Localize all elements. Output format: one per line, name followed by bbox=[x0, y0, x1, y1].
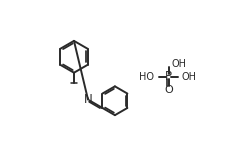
Text: HO: HO bbox=[139, 71, 154, 82]
Text: OH: OH bbox=[171, 59, 186, 69]
Text: O: O bbox=[164, 85, 173, 95]
Text: P: P bbox=[165, 70, 172, 83]
Text: N: N bbox=[84, 93, 93, 106]
Text: OH: OH bbox=[182, 71, 197, 82]
